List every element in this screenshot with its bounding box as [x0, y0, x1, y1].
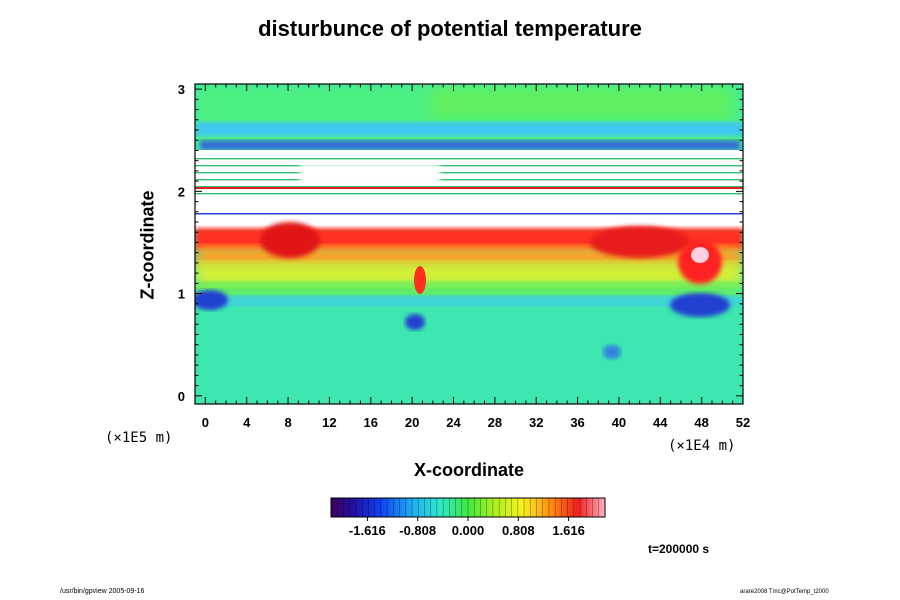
x-axis-ticks — [204, 84, 744, 404]
y-axis-label: Z-coordinate — [137, 190, 158, 300]
colorbar-tick-label: 1.616 — [552, 523, 585, 538]
colorbar: -1.616 -0.808 0.000 0.808 1.616 — [330, 497, 606, 538]
colorbar-tick-label: 0.808 — [502, 523, 535, 538]
x-tick-label: 20 — [405, 415, 419, 430]
x-axis-tick-labels: 0 4 8 12 16 20 24 28 32 36 40 44 48 52 — [202, 415, 751, 430]
x-unit-label: (×1E4 m) — [668, 438, 735, 454]
x-tick-label: 36 — [570, 415, 584, 430]
x-tick-label: 24 — [446, 415, 461, 430]
footer-variable-label: arare2008 Tmc@PotTemp_t2000 — [740, 589, 829, 595]
x-tick-label: 52 — [736, 415, 750, 430]
x-tick-label: 8 — [284, 415, 291, 430]
colorbar-tick-labels: -1.616 -0.808 0.000 0.808 1.616 — [349, 517, 585, 538]
y-unit-label: (×1E5 m) — [105, 430, 172, 446]
y-axis-ticks — [195, 88, 743, 397]
colorbar-tick-label: -1.616 — [349, 523, 386, 538]
x-tick-label: 48 — [694, 415, 708, 430]
chart-title: disturbunce of potential temperature — [258, 16, 642, 41]
x-tick-label: 28 — [488, 415, 502, 430]
x-tick-label: 44 — [653, 415, 668, 430]
x-tick-label: 12 — [322, 415, 336, 430]
colorbar-divisions — [336, 498, 600, 517]
x-tick-label: 32 — [529, 415, 543, 430]
y-tick-label: 2 — [178, 184, 185, 199]
y-tick-label: 1 — [178, 287, 185, 302]
colorbar-tick-label: -0.808 — [399, 523, 436, 538]
colorbar-tick-label: 0.000 — [452, 523, 485, 538]
x-axis-label: X-coordinate — [413, 460, 524, 480]
x-tick-label: 16 — [364, 415, 378, 430]
y-axis-tick-labels: 0 1 2 3 — [178, 82, 185, 404]
x-tick-label: 0 — [202, 415, 209, 430]
x-tick-label: 40 — [612, 415, 626, 430]
y-tick-label: 3 — [178, 82, 185, 97]
plot-frame — [194, 83, 744, 405]
y-tick-label: 0 — [178, 389, 185, 404]
heatmap-field — [195, 84, 743, 404]
time-label: t=200000 s — [648, 542, 710, 556]
footer-program-label: /usr/bin/gpview 2005-09-16 — [60, 588, 145, 595]
x-tick-label: 4 — [243, 415, 251, 430]
